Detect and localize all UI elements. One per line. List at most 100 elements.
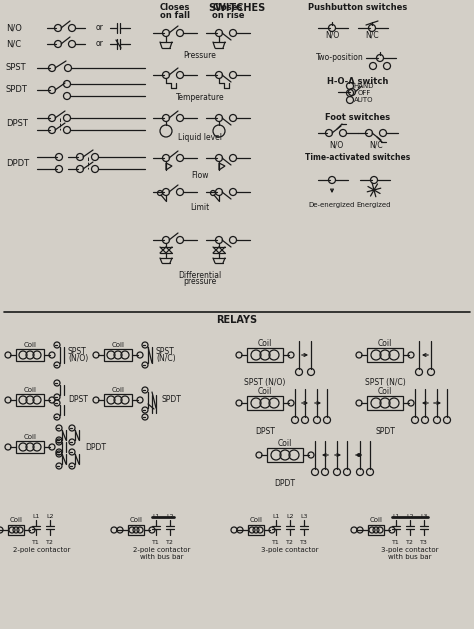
Text: Flow: Flow [191, 170, 209, 179]
Text: or: or [96, 40, 104, 48]
Text: T2: T2 [46, 540, 54, 545]
Text: Pressure: Pressure [183, 50, 217, 60]
Text: Coil: Coil [258, 386, 272, 396]
Text: SPDT: SPDT [375, 426, 395, 435]
Text: L2: L2 [166, 515, 174, 520]
Text: T1: T1 [152, 540, 160, 545]
Text: Coil: Coil [111, 387, 125, 393]
Text: HAND: HAND [354, 83, 374, 89]
Bar [104, 394, 132, 406]
Text: T2: T2 [166, 540, 174, 545]
Text: T1: T1 [32, 540, 40, 545]
Text: Coil: Coil [24, 434, 36, 440]
Text: T3: T3 [420, 540, 428, 545]
Text: Limit: Limit [191, 203, 210, 211]
Text: L2: L2 [406, 515, 414, 520]
Text: Coil: Coil [111, 342, 125, 348]
Text: DPDT: DPDT [274, 479, 295, 487]
Text: pressure: pressure [183, 277, 217, 286]
Text: Energized: Energized [357, 202, 391, 208]
Text: (N/O): (N/O) [68, 355, 88, 364]
Text: SWITCHES: SWITCHES [209, 3, 265, 13]
Text: DPST: DPST [6, 120, 28, 128]
Text: T3: T3 [300, 540, 308, 545]
Text: SPST (N/C): SPST (N/C) [365, 379, 405, 387]
Bar [128, 525, 144, 535]
Text: Coil: Coil [378, 386, 392, 396]
Text: 3-pole contactor: 3-pole contactor [381, 547, 439, 553]
Text: L2: L2 [286, 515, 294, 520]
Bar [8, 525, 24, 535]
Text: L2: L2 [46, 515, 54, 520]
Text: N/O: N/O [325, 30, 339, 40]
Text: Coil: Coil [258, 338, 272, 347]
Text: AUTO: AUTO [354, 97, 374, 103]
Text: Coil: Coil [9, 517, 22, 523]
Text: Time-activated switches: Time-activated switches [305, 152, 410, 162]
Text: Differential: Differential [178, 270, 222, 279]
Bar [104, 349, 132, 361]
Bar [16, 441, 44, 453]
Text: SPST: SPST [68, 347, 87, 357]
Text: De-energized: De-energized [309, 202, 355, 208]
Bar [267, 448, 303, 462]
Text: 3-pole contactor: 3-pole contactor [261, 547, 319, 553]
Text: with bus bar: with bus bar [140, 554, 184, 560]
Text: 2-pole contactor: 2-pole contactor [133, 547, 191, 553]
Bar [367, 348, 403, 362]
Text: SPDT: SPDT [6, 86, 28, 94]
Text: on fall: on fall [160, 11, 190, 19]
Text: or: or [96, 23, 104, 33]
Text: T2: T2 [286, 540, 294, 545]
Text: N/C: N/C [369, 140, 383, 150]
Text: Two-position: Two-position [316, 53, 364, 62]
Text: Coil: Coil [278, 438, 292, 447]
Text: L1: L1 [392, 515, 400, 520]
Bar [247, 396, 283, 410]
Bar [248, 525, 264, 535]
Text: on rise: on rise [212, 11, 244, 19]
Bar [367, 396, 403, 410]
Text: DPDT: DPDT [6, 159, 29, 167]
Text: with bus bar: with bus bar [388, 554, 432, 560]
Text: Coil: Coil [24, 387, 36, 393]
Text: RELAYS: RELAYS [217, 315, 257, 325]
Text: T1: T1 [392, 540, 400, 545]
Text: DPST: DPST [68, 396, 88, 404]
Text: Closes: Closes [160, 4, 190, 13]
Text: SPST (N/O): SPST (N/O) [244, 379, 286, 387]
Text: L1: L1 [152, 515, 160, 520]
Text: N/O: N/O [6, 23, 22, 33]
Text: H-O-A switch: H-O-A switch [328, 77, 389, 87]
Bar [16, 394, 44, 406]
Text: SPST: SPST [6, 64, 27, 72]
Text: (N/C): (N/C) [156, 355, 176, 364]
Text: SPDT: SPDT [162, 396, 182, 404]
Text: T2: T2 [406, 540, 414, 545]
Text: Coil: Coil [370, 517, 383, 523]
Text: DPDT: DPDT [85, 442, 106, 452]
Bar [16, 349, 44, 361]
Text: L3: L3 [300, 515, 308, 520]
Text: N/C: N/C [6, 40, 21, 48]
Text: Foot switches: Foot switches [326, 113, 391, 123]
Text: N/C: N/C [365, 30, 379, 40]
Text: L1: L1 [32, 515, 40, 520]
Text: Coil: Coil [24, 342, 36, 348]
Text: 2-pole contactor: 2-pole contactor [13, 547, 71, 553]
Bar [368, 525, 384, 535]
Text: L3: L3 [420, 515, 428, 520]
Text: Temperature: Temperature [176, 92, 224, 101]
Text: Closes: Closes [213, 4, 243, 13]
Text: OFF: OFF [357, 90, 371, 96]
Text: L1: L1 [272, 515, 280, 520]
Text: Pushbutton switches: Pushbutton switches [309, 4, 408, 13]
Text: Liquid level: Liquid level [178, 133, 222, 143]
Bar [247, 348, 283, 362]
Text: DPST: DPST [255, 426, 275, 435]
Text: SPST: SPST [156, 347, 175, 357]
Text: Coil: Coil [378, 338, 392, 347]
Text: N/O: N/O [329, 140, 343, 150]
Text: T1: T1 [272, 540, 280, 545]
Text: Coil: Coil [249, 517, 263, 523]
